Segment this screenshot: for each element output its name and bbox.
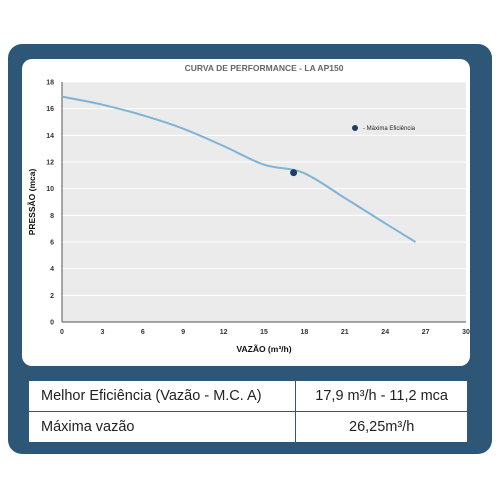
table-row: Máxima vazão 26,25m³/h <box>27 411 468 443</box>
specs-table: Melhor Eficiência (Vazão - M.C. A) 17,9 … <box>27 380 468 443</box>
y-tick-label: 10 <box>46 186 54 193</box>
y-tick-label: 6 <box>50 240 54 247</box>
x-tick-label: 24 <box>381 329 389 336</box>
x-tick-label: 0 <box>60 329 64 336</box>
y-tick-label: 4 <box>50 266 54 273</box>
y-tick-label: 8 <box>50 213 54 220</box>
x-axis-label: VAZÃO (m³/h) <box>236 344 291 354</box>
x-tick-label: 9 <box>181 329 185 336</box>
x-tick-label: 6 <box>141 329 145 336</box>
chart-title: CURVA DE PERFORMANCE - LA AP150 <box>185 63 344 73</box>
y-axis-label: PRESSÃO (mca) <box>27 169 37 236</box>
y-tick-label: 16 <box>46 106 54 113</box>
x-tick-label: 21 <box>341 329 349 336</box>
x-tick-label: 12 <box>220 329 228 336</box>
x-tick-label: 27 <box>422 329 430 336</box>
legend-label: - Máxima Eficiência <box>363 126 416 132</box>
spec-label-best-efficiency: Melhor Eficiência (Vazão - M.C. A) <box>27 380 297 412</box>
table-row: Melhor Eficiência (Vazão - M.C. A) 17,9 … <box>27 380 468 412</box>
x-tick-label: 15 <box>260 329 268 336</box>
x-tick-label: 18 <box>301 329 309 336</box>
plot-area <box>62 82 466 322</box>
grid-lines <box>62 81 466 296</box>
legend-marker <box>352 125 358 131</box>
y-tick-label: 14 <box>46 133 54 140</box>
x-tick-label: 30 <box>462 329 470 336</box>
spec-label-max-flow: Máxima vazão <box>27 411 297 443</box>
x-tick-labels: 0 3 6 9 12 15 18 21 24 27 30 <box>60 329 470 336</box>
max-efficiency-marker <box>290 169 298 177</box>
x-tick-label: 3 <box>100 329 104 336</box>
y-tick-label: 0 <box>50 320 54 327</box>
spec-value-max-flow: 26,25m³/h <box>295 411 468 443</box>
y-tick-label: 18 <box>46 80 54 87</box>
axes <box>61 82 466 323</box>
performance-curve <box>61 95 417 243</box>
spec-value-best-efficiency: 17,9 m³/h - 11,2 mca <box>295 380 468 412</box>
y-tick-label: 2 <box>50 293 54 300</box>
y-tick-labels: 0 2 4 6 8 10 12 14 16 18 <box>46 80 54 327</box>
y-tick-label: 12 <box>46 160 54 167</box>
